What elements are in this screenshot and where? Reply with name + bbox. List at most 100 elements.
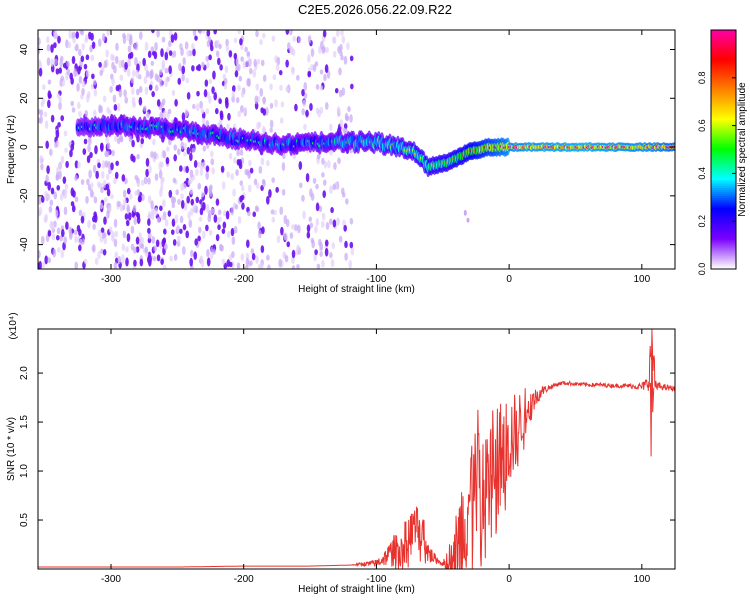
noise-cell	[145, 157, 150, 167]
noise-cell	[71, 205, 76, 213]
noise-cell	[283, 214, 288, 225]
noise-cell	[159, 111, 163, 120]
noise-cell	[218, 216, 222, 223]
noise-cell	[86, 178, 90, 186]
noise-cell	[291, 66, 295, 75]
colorbar-segment	[711, 53, 736, 57]
colorbar-segment	[711, 65, 736, 69]
noise-cell	[170, 34, 175, 43]
colorbar-segment	[711, 197, 736, 200]
colorbar-segment	[711, 201, 736, 204]
noise-cell	[322, 190, 327, 198]
noise-cell	[266, 254, 270, 261]
noise-cell	[75, 31, 79, 39]
noise-cell	[297, 36, 302, 44]
noise-cell	[113, 103, 118, 111]
noise-cell	[330, 207, 334, 214]
noise-cell	[180, 193, 184, 200]
noise-cell	[92, 164, 97, 174]
noise-cell	[235, 97, 240, 104]
noise-cell	[77, 161, 81, 169]
noise-cell	[38, 37, 41, 46]
noise-cell	[186, 195, 190, 204]
noise-cell	[319, 85, 324, 91]
noise-cell	[65, 221, 69, 230]
noise-cell	[224, 65, 229, 74]
noise-cell	[204, 185, 208, 195]
noise-cell	[40, 235, 45, 245]
noise-cell	[221, 181, 226, 190]
noise-cell	[80, 55, 85, 63]
noise-cell	[208, 229, 213, 236]
noise-cell	[296, 244, 300, 252]
noise-cell	[56, 247, 61, 253]
noise-cell	[102, 95, 107, 103]
noise-cell	[259, 87, 264, 97]
noise-cell	[127, 53, 132, 60]
noise-cell	[151, 90, 155, 98]
noise-cell	[42, 84, 46, 91]
noise-cell	[239, 180, 244, 186]
noise-cell	[74, 235, 78, 244]
noise-cell	[261, 32, 266, 39]
noise-cell	[127, 58, 132, 68]
plot-frame	[37, 29, 676, 270]
noise-cell	[294, 103, 298, 112]
colorbar-segment	[711, 145, 736, 149]
noise-cell	[324, 64, 329, 74]
colorbar-segment	[711, 81, 736, 85]
noise-cell	[232, 85, 236, 93]
noise-cell	[70, 100, 75, 107]
noise-cell	[190, 249, 194, 258]
noise-cell	[132, 69, 136, 77]
noise-cell	[53, 191, 58, 200]
noise-cell	[106, 30, 111, 37]
colorbar-segment	[711, 179, 736, 182]
noise-cell	[341, 192, 346, 198]
noise-cell	[190, 198, 195, 206]
noise-cell	[78, 110, 82, 118]
noise-cell	[111, 149, 115, 157]
snr-series-line	[38, 332, 675, 569]
noise-cell	[180, 141, 185, 150]
y-axis-label: Frequency (Hz)	[6, 115, 17, 184]
noise-cell	[93, 88, 98, 97]
noise-cell	[48, 93, 52, 99]
noise-cell	[163, 109, 167, 119]
noise-cell	[307, 54, 311, 63]
noise-cell	[118, 59, 123, 69]
x-axis-label: Height of straight line (km)	[298, 584, 415, 595]
noise-cell	[285, 86, 289, 93]
snr-spike	[649, 329, 655, 457]
noise-cell	[210, 158, 215, 166]
noise-cell	[307, 71, 312, 78]
noise-cell	[291, 265, 296, 269]
noise-cell	[71, 107, 76, 113]
noise-cell	[156, 30, 160, 38]
noise-cell	[269, 83, 273, 91]
noise-cell	[350, 246, 355, 256]
noise-cell	[106, 188, 111, 197]
noise-cell	[135, 88, 140, 96]
noise-cell	[79, 238, 83, 247]
noise-cell	[182, 224, 187, 231]
colorbar-segment	[711, 129, 736, 133]
noise-cell	[285, 30, 290, 35]
noise-cell	[140, 179, 145, 186]
noise-cell	[156, 254, 161, 262]
noise-cell	[184, 41, 189, 50]
noise-cell	[141, 193, 145, 202]
noise-cell	[87, 219, 91, 229]
noise-cell	[192, 30, 197, 37]
noise-cell	[237, 110, 242, 118]
colorbar-segment	[711, 109, 736, 113]
x-tick-label: -300	[101, 274, 121, 285]
noise-cell	[246, 78, 250, 87]
noise-cell	[118, 88, 123, 98]
noise-cell	[55, 68, 60, 75]
colorbar-segment	[711, 247, 736, 250]
noise-cell	[221, 228, 226, 234]
noise-cell	[323, 73, 327, 82]
noise-cell	[144, 251, 149, 258]
noise-cell	[150, 200, 154, 210]
